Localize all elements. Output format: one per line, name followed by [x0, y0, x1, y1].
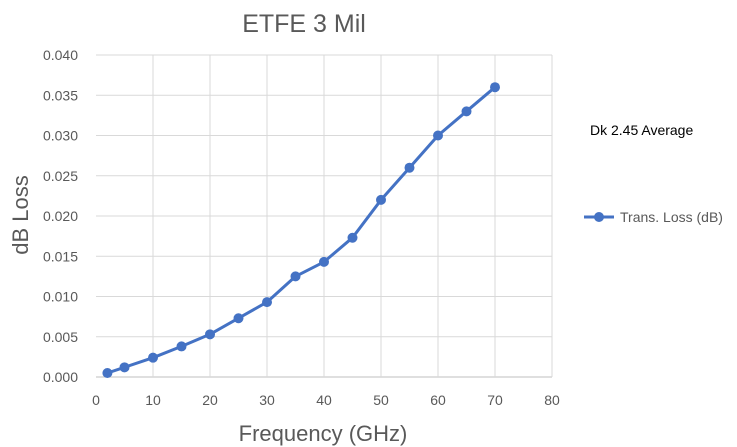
data-point: [119, 362, 130, 373]
x-axis-tick-labels: 0 10 20 30 40 50 60 70 80: [92, 392, 560, 408]
data-series: [102, 82, 500, 378]
x-tick-label: 80: [544, 392, 560, 408]
legend-point-marker: [594, 212, 604, 222]
data-point: [404, 162, 415, 173]
data-point: [102, 367, 113, 378]
x-axis-title: Frequency (GHz): [239, 421, 408, 446]
x-tick-label: 60: [430, 392, 446, 408]
data-point: [176, 341, 187, 352]
y-tick-label: 0.015: [43, 248, 78, 264]
x-tick-label: 70: [487, 392, 503, 408]
data-point: [490, 82, 500, 93]
data-point: [205, 329, 215, 340]
data-point: [262, 297, 272, 308]
legend: Trans. Loss (dB): [584, 209, 723, 225]
y-tick-label: 0.005: [43, 329, 78, 345]
data-point: [148, 352, 158, 363]
x-tick-label: 20: [202, 392, 218, 408]
data-point: [319, 256, 329, 267]
data-point: [433, 130, 443, 141]
y-tick-label: 0.010: [43, 289, 78, 305]
data-point: [347, 232, 358, 243]
y-tick-label: 0.040: [43, 47, 78, 63]
x-tick-label: 50: [373, 392, 389, 408]
y-tick-label: 0.030: [43, 128, 78, 144]
legend-entry-label: Trans. Loss (dB): [620, 209, 723, 225]
gridlines: [96, 54, 553, 378]
y-axis-title: dB Loss: [8, 175, 33, 255]
chart-title: ETFE 3 Mil: [242, 10, 366, 38]
series-line: [106, 86, 496, 375]
x-tick-label: 10: [145, 392, 161, 408]
y-tick-label: 0.020: [43, 208, 78, 224]
x-tick-label: 0: [92, 392, 100, 408]
y-tick-label: 0.025: [43, 168, 78, 184]
data-point: [233, 313, 244, 324]
data-point: [376, 194, 386, 205]
y-tick-label: 0.035: [43, 87, 78, 103]
y-tick-label: 0.000: [43, 369, 78, 385]
chart-annotation: Dk 2.45 Average: [590, 122, 693, 138]
data-point: [461, 106, 472, 117]
x-tick-label: 30: [259, 392, 275, 408]
x-tick-label: 40: [316, 392, 332, 408]
data-point: [290, 271, 301, 282]
y-axis-tick-labels: 0.000 0.005 0.010 0.015 0.020 0.025 0.030 0.035…: [43, 47, 78, 385]
